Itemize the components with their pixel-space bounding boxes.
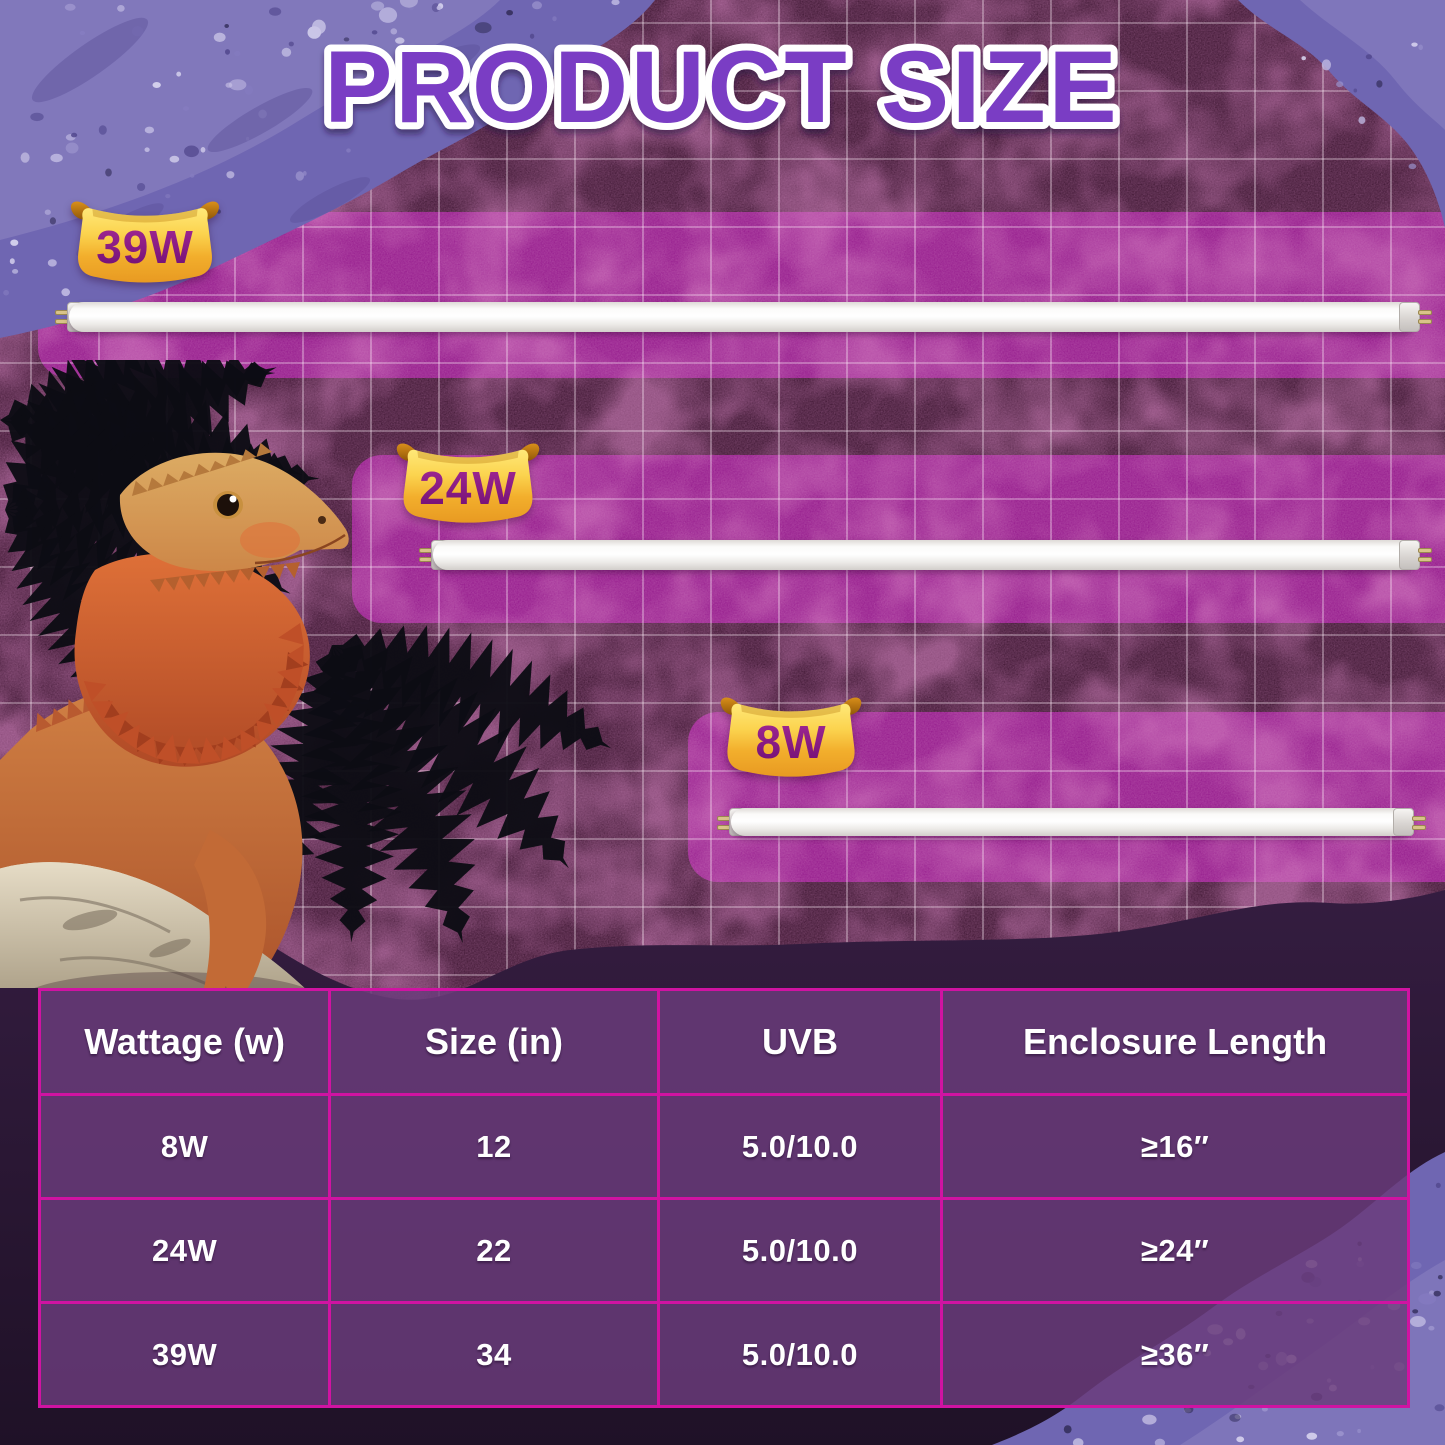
table-cell: ≥36″ — [940, 1301, 1410, 1408]
tube-pin — [1412, 816, 1426, 821]
page-title-text: PRODUCT SIZE — [324, 30, 1119, 144]
table-cell: 8W — [37, 1093, 332, 1200]
lizard-eye — [213, 491, 243, 519]
table-row: 8W 12 5.0/10.0 ≥16″ — [37, 1093, 1410, 1200]
table-cell: 12 — [328, 1093, 660, 1200]
tube-body — [69, 302, 1418, 332]
tube-cap — [1399, 540, 1420, 570]
fern-frond — [5, 429, 343, 539]
size-table: Wattage (w) Size (in) UVB Enclosure Length … — [37, 988, 1410, 1408]
table-header-cell: UVB — [656, 988, 944, 1096]
tube-pin — [1412, 825, 1426, 830]
table-cell: ≥24″ — [940, 1197, 1410, 1304]
tube-pin — [1418, 548, 1432, 553]
fluorescent-tube-24w — [419, 540, 1432, 570]
wattage-label: 8W — [716, 715, 866, 769]
log — [0, 862, 345, 988]
table-row: 39W 34 5.0/10.0 ≥36″ — [37, 1301, 1410, 1408]
fern-frond — [5, 360, 298, 512]
tube-body — [433, 540, 1418, 570]
fern-frond — [332, 625, 630, 759]
table-header-cell: Wattage (w) — [37, 988, 332, 1096]
table-cell: 22 — [328, 1197, 660, 1304]
table-cell: 34 — [328, 1301, 660, 1408]
fluorescent-tube-39w — [55, 302, 1432, 332]
fern-frond — [5, 507, 238, 698]
table-header-cell: Size (in) — [328, 988, 660, 1096]
fern-frond — [0, 412, 257, 574]
tube-cap — [1399, 302, 1420, 332]
tube-pin — [1418, 310, 1432, 315]
fluorescent-tube-8w — [717, 808, 1426, 836]
lizard-body — [0, 442, 349, 988]
fern-frond — [260, 645, 358, 915]
table-cell: 5.0/10.0 — [656, 1301, 944, 1408]
tube-cap — [1393, 808, 1414, 836]
corner-blob-top-right — [1238, 0, 1445, 228]
wattage-label: 39W — [66, 220, 224, 274]
wattage-ribbon-24w: 24W — [392, 438, 544, 528]
table-header-cell: Enclosure Length — [940, 988, 1410, 1096]
table-cell: ≥16″ — [940, 1093, 1410, 1200]
table-cell: 5.0/10.0 — [656, 1093, 944, 1200]
fern-frond — [4, 510, 136, 745]
fern-frond — [328, 645, 476, 966]
fern-frond — [300, 645, 403, 964]
cheek-shade — [240, 522, 300, 558]
tube-pin — [1418, 319, 1432, 324]
table-row: 24W 22 5.0/10.0 ≥24″ — [37, 1197, 1410, 1304]
fern-frond — [332, 644, 584, 887]
fern-frond — [3, 360, 155, 510]
table-cell: 39W — [37, 1301, 332, 1408]
fern-frond — [0, 381, 323, 492]
lizard-nostril — [318, 516, 326, 524]
panel-39w — [38, 212, 1445, 378]
fern-frond — [5, 483, 311, 603]
lizard-mouth — [254, 533, 346, 565]
size-table-grid: Wattage (w) Size (in) UVB Enclosure Length … — [37, 988, 1410, 1408]
page-title: PRODUCT SIZE — [317, 23, 1123, 151]
table-cell: 24W — [37, 1197, 332, 1304]
tube-pin — [1418, 557, 1432, 562]
table-header-row: Wattage (w) Size (in) UVB Enclosure Length — [37, 988, 1410, 1096]
wattage-ribbon-8w: 8W — [716, 692, 866, 782]
lizard-front-leg — [194, 830, 267, 988]
wattage-label: 24W — [392, 461, 544, 515]
table-cell: 5.0/10.0 — [656, 1197, 944, 1304]
tube-body — [731, 808, 1412, 836]
wattage-ribbon-39w: 39W — [66, 196, 224, 288]
